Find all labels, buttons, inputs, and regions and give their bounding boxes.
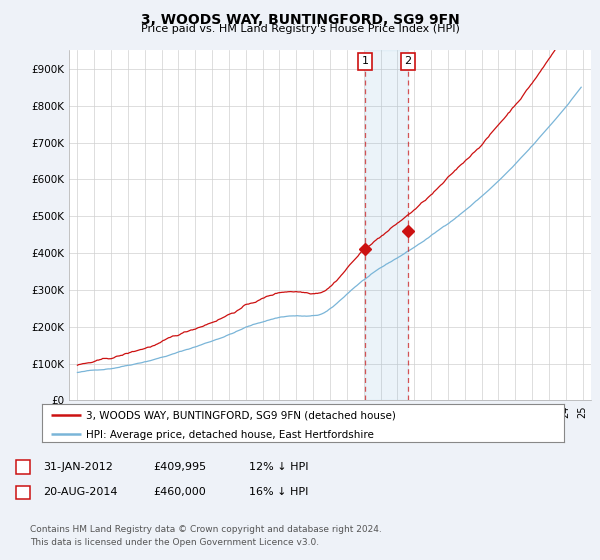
Text: 31-JAN-2012: 31-JAN-2012 xyxy=(43,462,113,472)
Text: Price paid vs. HM Land Registry's House Price Index (HPI): Price paid vs. HM Land Registry's House … xyxy=(140,24,460,34)
Text: 2: 2 xyxy=(19,487,26,497)
Text: 3, WOODS WAY, BUNTINGFORD, SG9 9FN (detached house): 3, WOODS WAY, BUNTINGFORD, SG9 9FN (deta… xyxy=(86,410,396,421)
Text: 1: 1 xyxy=(362,56,368,66)
Text: 20-AUG-2014: 20-AUG-2014 xyxy=(43,487,118,497)
Bar xyxy=(365,50,408,400)
Text: 16% ↓ HPI: 16% ↓ HPI xyxy=(249,487,308,497)
Text: 2: 2 xyxy=(404,56,412,66)
FancyBboxPatch shape xyxy=(358,53,373,70)
Text: 12% ↓ HPI: 12% ↓ HPI xyxy=(249,462,308,472)
FancyBboxPatch shape xyxy=(401,53,415,70)
Text: 1: 1 xyxy=(19,462,26,472)
Text: Contains HM Land Registry data © Crown copyright and database right 2024.
This d: Contains HM Land Registry data © Crown c… xyxy=(30,525,382,547)
Text: £409,995: £409,995 xyxy=(153,462,206,472)
Text: £460,000: £460,000 xyxy=(153,487,206,497)
Text: HPI: Average price, detached house, East Hertfordshire: HPI: Average price, detached house, East… xyxy=(86,430,374,440)
Text: 3, WOODS WAY, BUNTINGFORD, SG9 9FN: 3, WOODS WAY, BUNTINGFORD, SG9 9FN xyxy=(140,13,460,27)
